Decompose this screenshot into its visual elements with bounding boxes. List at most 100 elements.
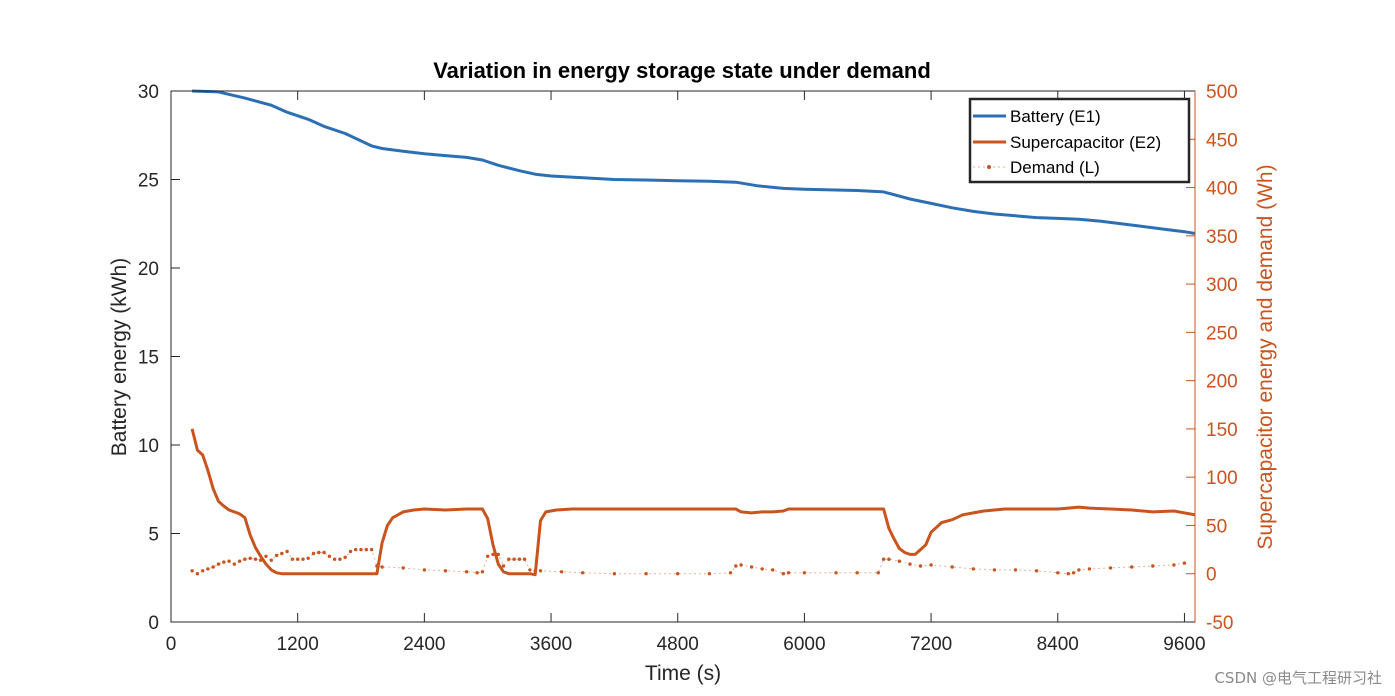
demand-point	[422, 568, 427, 572]
demand-point	[338, 557, 342, 561]
demand-point	[507, 557, 511, 561]
y2-tick-label: 500	[1206, 82, 1238, 103]
demand-point	[918, 564, 923, 568]
demand-point	[908, 562, 912, 566]
demand-point	[343, 555, 347, 559]
y-axis-label: Battery energy (kWh)	[108, 258, 131, 456]
demand-point	[222, 560, 226, 564]
demand-point	[786, 571, 791, 575]
demand-point	[227, 559, 231, 563]
demand-point	[971, 567, 975, 571]
demand-point	[1056, 571, 1060, 575]
demand-point	[311, 551, 316, 556]
demand-point	[480, 570, 485, 574]
demand-point	[739, 563, 743, 567]
demand-point	[1130, 565, 1134, 569]
y-tick-label: 0	[148, 613, 159, 634]
y2-tick-label: 250	[1206, 323, 1238, 344]
demand-point	[253, 557, 258, 561]
x-tick-label: 2400	[403, 634, 445, 655]
x-tick-label: 1200	[277, 634, 319, 655]
x-tick-label: 9600	[1163, 634, 1205, 655]
legend-marker-demand	[987, 165, 991, 169]
demand-point	[290, 557, 295, 561]
demand-point	[201, 569, 205, 573]
x-tick-label: 8400	[1037, 634, 1079, 655]
watermark: CSDN @电气工程研习社	[1214, 669, 1382, 687]
y2-tick-labels: -50 0 50 100 150 200 250 300 350 400 450 500	[1206, 82, 1238, 634]
y2-tick-label: 100	[1206, 468, 1238, 489]
demand-point	[992, 568, 997, 572]
demand-point	[195, 572, 200, 576]
demand-point	[301, 557, 305, 561]
y-tick-labels: 0 5 10 15 20 25 30	[138, 82, 159, 634]
legend-label-supercapacitor: Supercapacitor (E2)	[1010, 133, 1161, 152]
demand-point	[1071, 571, 1076, 575]
demand-point	[771, 568, 775, 572]
demand-point	[802, 571, 807, 575]
y-tick-label: 5	[148, 525, 159, 546]
demand-point	[522, 557, 527, 561]
demand-point	[359, 547, 363, 552]
y-tick-label: 30	[138, 82, 159, 103]
demand-point	[486, 554, 490, 558]
x-tick-label: 3600	[530, 634, 572, 655]
demand-point	[1172, 563, 1176, 567]
y2-tick-label: 450	[1206, 130, 1238, 151]
y2-tick-label: -50	[1206, 613, 1233, 634]
y-tick-label: 15	[138, 348, 159, 369]
legend-label-demand: Demand (L)	[1010, 158, 1100, 177]
demand-point	[280, 551, 284, 556]
demand-point	[237, 559, 242, 563]
demand-point	[760, 567, 764, 571]
demand-point	[876, 571, 880, 575]
demand-point	[929, 563, 933, 567]
demand-point	[375, 564, 379, 568]
demand-point	[211, 565, 215, 569]
demand-point	[533, 569, 537, 573]
legend-label-battery: Battery (E1)	[1010, 107, 1101, 126]
demand-point	[491, 552, 495, 557]
y2-tick-label: 350	[1206, 227, 1238, 248]
chart-title: Variation in energy storage state under …	[433, 58, 931, 83]
demand-point	[354, 547, 358, 552]
demand-point	[538, 569, 543, 573]
demand-point	[285, 549, 289, 554]
demand-point	[1087, 567, 1092, 571]
demand-point	[1077, 568, 1081, 572]
x-tick-label: 6000	[783, 634, 825, 655]
demand-point	[369, 547, 374, 552]
demand-point	[475, 571, 479, 575]
demand-point	[887, 557, 891, 561]
demand-point	[206, 567, 210, 571]
demand-point	[528, 568, 532, 572]
demand-point	[781, 572, 785, 576]
demand-point	[464, 570, 469, 574]
legend-box	[968, 97, 1191, 184]
demand-point	[332, 557, 337, 561]
y2-tick-label: 200	[1206, 372, 1238, 393]
demand-point	[728, 571, 733, 575]
demand-point	[269, 558, 273, 562]
demand-point	[1151, 564, 1155, 568]
y2-tick-label: 300	[1206, 275, 1238, 296]
demand-point	[1182, 561, 1187, 565]
demand-point	[581, 571, 585, 575]
demand-point	[348, 549, 353, 554]
demand-point	[216, 562, 221, 566]
y-tick-label: 20	[138, 259, 159, 280]
demand-point	[1066, 572, 1071, 576]
demand-point	[749, 565, 754, 569]
series-battery-line	[192, 89, 1196, 235]
demand-point	[274, 553, 279, 558]
y-tick-label: 10	[138, 436, 159, 457]
demand-point	[1108, 566, 1113, 570]
demand-point	[380, 565, 384, 569]
y2-axis-label: Supercapacitor energy and demand (Wh)	[1254, 164, 1277, 549]
demand-point	[264, 554, 268, 558]
y2-tick-label: 50	[1206, 516, 1227, 537]
demand-point	[1034, 569, 1039, 573]
y2-tick-label: 400	[1206, 179, 1238, 200]
